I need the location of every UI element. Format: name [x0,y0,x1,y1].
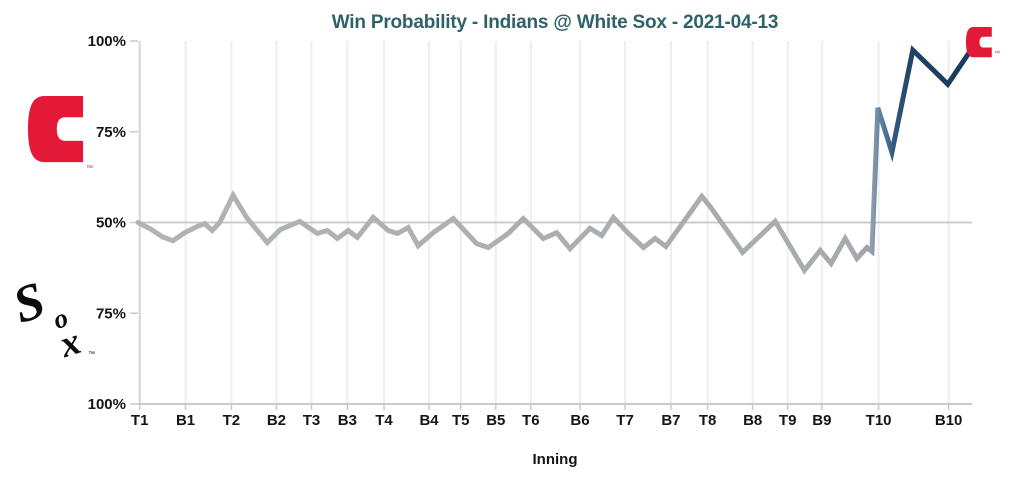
page-title: Win Probability - Indians @ White Sox - … [331,12,779,33]
tick-labels: T1 B1 T2 B2 T3 B3 T4 B4 T5 B5 T6 B6 T7 B7 T8 B8 T9 B9 T10 B… [88,33,963,429]
indians-logo: ™ [28,96,93,172]
y-tick-label: 100% [88,33,126,50]
x-tick-label: T7 [616,412,634,429]
x-tick-label: T6 [522,412,540,429]
y-tick-label: 100% [88,396,126,413]
x-tick-label: T2 [223,412,241,429]
x-tick-label: T9 [779,412,797,429]
gridlines [138,41,972,404]
x-tick-label: T3 [303,412,321,429]
x-tick-label: T1 [131,412,149,429]
y-tick-label: 75% [96,305,126,322]
x-tick-label: T4 [375,412,393,429]
x-axis-title: Inning [532,451,578,468]
y-tick-label: 50% [96,215,126,232]
x-tick-label: T5 [452,412,470,429]
y-tick-label: 75% [96,124,126,141]
x-tick-label: B2 [267,412,286,429]
trademark-text: ™ [994,50,1000,57]
trademark-text: ™ [88,351,95,358]
x-tick-label: T10 [866,412,892,429]
x-tick-label: B7 [661,412,680,429]
x-tick-label: B9 [812,412,831,429]
line-end-indians-marker: ™ [966,27,1000,58]
win-probability-line [135,38,980,275]
x-tick-label: B1 [176,412,195,429]
x-tick-label: B5 [486,412,505,429]
x-tick-label: B4 [419,412,439,429]
trademark-text: ™ [86,165,93,172]
x-tick-label: T8 [699,412,717,429]
white-sox-logo: S o x ™ [16,276,95,364]
x-tick-label: B8 [743,412,762,429]
x-tick-label: B3 [338,412,357,429]
x-tick-label: B6 [570,412,589,429]
block-c-small-icon [966,27,992,58]
x-tick-label: B10 [935,412,963,429]
